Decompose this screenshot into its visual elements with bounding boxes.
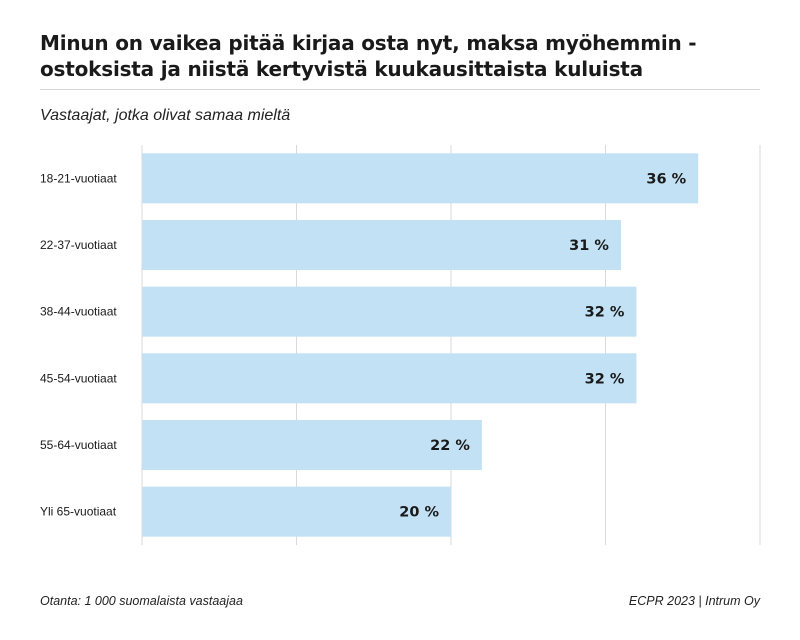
bar [142,286,637,337]
bar [142,220,621,270]
bar [142,353,637,404]
category-label: 22-37-vuotiaat [40,238,117,252]
category-label: 55-64-vuotiaat [40,438,117,452]
value-label: 20 % [399,505,439,521]
value-label: 32 % [585,305,625,321]
title-divider [40,89,760,90]
category-label: Yli 65-vuotiaat [40,505,117,519]
category-label: 38-44-vuotiaat [40,305,117,319]
bar [142,486,451,537]
value-label: 22 % [430,438,470,454]
sample-note: Otanta: 1 000 suomalaista vastaajaa [40,594,243,608]
chart-title: Minun on vaikea pitää kirjaa osta nyt, m… [40,31,697,81]
bar [142,153,699,204]
value-label: 36 % [646,171,686,187]
value-label: 31 % [569,238,609,254]
chart-subtitle: Vastaajat, jotka olivat samaa mieltä [40,107,291,124]
value-label: 32 % [585,371,625,387]
bar [142,420,482,470]
category-label: 45-54-vuotiaat [40,371,117,385]
category-label: 18-21-vuotiaat [40,171,117,185]
source-note: ECPR 2023 | Intrum Oy [628,594,760,608]
